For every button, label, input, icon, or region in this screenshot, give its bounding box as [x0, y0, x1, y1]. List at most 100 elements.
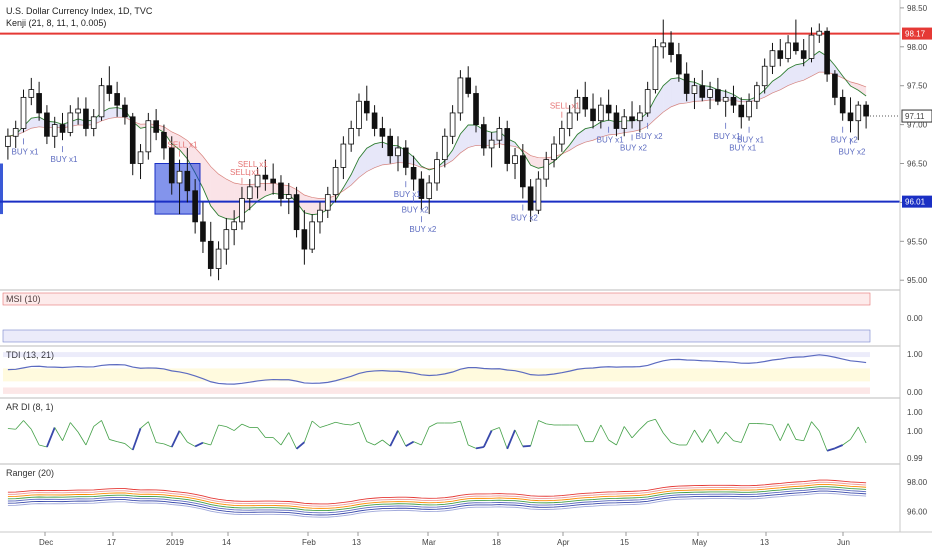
- candle: [122, 97, 128, 125]
- ardi-segment: [803, 421, 812, 441]
- candle-down: [371, 112, 378, 129]
- ardi-segment: [70, 422, 79, 433]
- ardi-segment: [491, 427, 500, 431]
- cloud-segment: [858, 84, 867, 96]
- candle: [551, 136, 557, 168]
- ardi-segment: [530, 420, 539, 447]
- indicator-label: Kenji (21, 8, 11, 1, 0.005): [6, 18, 106, 28]
- ardi-segment: [850, 426, 859, 440]
- candle-up: [457, 77, 464, 114]
- ardi-tick-label: 1.00: [907, 408, 923, 417]
- ardi-segment: [514, 429, 524, 447]
- candle: [176, 159, 183, 215]
- time-tick-label: 14: [222, 538, 231, 547]
- left-zone-marker: [0, 163, 3, 215]
- candle: [457, 70, 464, 121]
- candle: [621, 109, 628, 137]
- ardi-segment: [46, 427, 56, 448]
- candle-down: [168, 147, 175, 184]
- candle-down: [738, 104, 745, 118]
- candle: [129, 112, 136, 176]
- candle-up: [598, 104, 604, 122]
- candle-up: [621, 116, 628, 129]
- candle-up: [761, 65, 768, 87]
- ardi-segment: [592, 424, 602, 442]
- ardi-segment: [709, 429, 719, 444]
- candle-up: [754, 85, 760, 102]
- ardi-segment: [343, 423, 352, 426]
- candle-down: [839, 96, 846, 114]
- ardi-segment: [795, 439, 804, 442]
- price-axis[interactable]: 98.50 98.00 97.50 97.00 96.50 96.00 95.50 95.00…: [899, 0, 932, 532]
- ranger-band-line: [7, 481, 867, 507]
- ardi-segment: [179, 430, 188, 443]
- candle-up: [566, 112, 573, 129]
- candle-up: [332, 166, 339, 196]
- time-axis[interactable]: Dec 17 2019 14 Feb 13 Mar 18 Apr 15 May 13 Jun: [0, 531, 932, 547]
- ardi-segment: [170, 430, 181, 448]
- candle: [559, 120, 565, 152]
- ardi-segment: [93, 420, 102, 427]
- cloud-segment: [593, 122, 601, 141]
- ardi-segment: [15, 420, 24, 430]
- candle: [363, 85, 370, 121]
- candle-up: [215, 248, 222, 269]
- candle-down: [847, 112, 854, 122]
- cloud-segment: [468, 124, 477, 148]
- ardi-segment: [772, 424, 781, 441]
- candle: [582, 81, 589, 117]
- candle: [192, 179, 198, 234]
- cloud-segment: [795, 63, 804, 83]
- ardi-segment: [421, 426, 430, 446]
- tdi-upper-zone: [3, 352, 870, 358]
- candle-up: [441, 135, 448, 161]
- candle: [184, 147, 191, 203]
- candle: [839, 89, 846, 121]
- candle-up: [137, 151, 144, 164]
- ardi-segment: [717, 431, 726, 444]
- ardi-segment: [686, 429, 695, 446]
- ardi-segment: [257, 427, 266, 438]
- cloud-segment: [663, 78, 672, 113]
- indicator-panes[interactable]: MSI (10) TDI (13, 21) AR DI (8, 1) Ranger (…: [0, 289, 900, 518]
- candle: [285, 182, 292, 215]
- ardi-segment: [413, 441, 422, 446]
- candle: [387, 128, 394, 164]
- price-tick-label: 97.00: [907, 121, 928, 130]
- candle: [605, 89, 612, 121]
- price-tick-label: 98.50: [907, 4, 928, 13]
- candle-down: [184, 170, 191, 192]
- candle: [90, 109, 97, 137]
- candle-up: [769, 50, 776, 67]
- level-badge: [902, 27, 932, 40]
- candle-down: [83, 108, 89, 129]
- candle: [434, 151, 440, 191]
- candle: [348, 120, 354, 152]
- signal-label: BUY x2: [511, 214, 539, 223]
- candle-down: [207, 240, 214, 269]
- ardi-segment: [468, 444, 477, 449]
- candle-down: [410, 166, 417, 180]
- ardi-segment: [147, 421, 157, 443]
- cloud-segment: [366, 143, 375, 172]
- candle-up: [231, 221, 237, 231]
- ardi-segment: [303, 420, 313, 443]
- price-tick-label: 96.50: [907, 160, 928, 169]
- ardi-segment: [670, 442, 679, 446]
- candle-down: [114, 93, 120, 106]
- candle-down: [668, 42, 674, 55]
- candle-down: [122, 104, 128, 118]
- cloud-segment: [257, 183, 266, 202]
- candle-up: [356, 100, 362, 129]
- candle-down: [36, 93, 42, 114]
- msi-tick-label: 0.00: [907, 314, 923, 323]
- ranger-band-line: [7, 488, 867, 514]
- ardi-segment: [39, 444, 48, 448]
- candle-up: [488, 139, 495, 149]
- candle: [28, 77, 35, 106]
- candle: [309, 214, 315, 253]
- candle: [543, 151, 550, 187]
